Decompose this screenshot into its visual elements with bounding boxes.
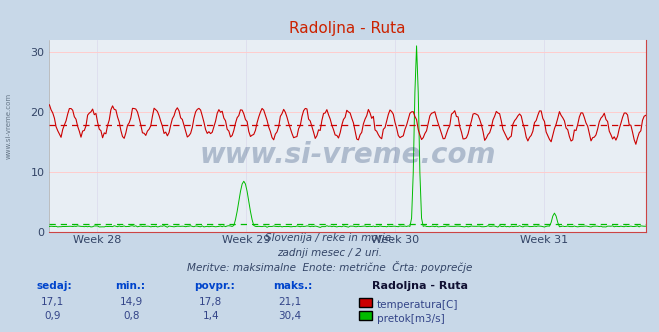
Text: 21,1: 21,1 xyxy=(278,297,302,307)
Text: 17,1: 17,1 xyxy=(41,297,65,307)
Title: Radoljna - Ruta: Radoljna - Ruta xyxy=(289,21,406,36)
Text: temperatura[C]: temperatura[C] xyxy=(377,300,459,310)
Text: Radoljna - Ruta: Radoljna - Ruta xyxy=(372,281,469,291)
Text: www.si-vreme.com: www.si-vreme.com xyxy=(5,93,11,159)
Text: 1,4: 1,4 xyxy=(202,311,219,321)
Text: 0,9: 0,9 xyxy=(44,311,61,321)
Text: Slovenija / reke in morje.: Slovenija / reke in morje. xyxy=(265,233,394,243)
Text: 30,4: 30,4 xyxy=(278,311,302,321)
Text: 0,8: 0,8 xyxy=(123,311,140,321)
Text: pretok[m3/s]: pretok[m3/s] xyxy=(377,314,445,324)
Text: sedaj:: sedaj: xyxy=(36,281,72,291)
Text: www.si-vreme.com: www.si-vreme.com xyxy=(200,141,496,169)
Text: 17,8: 17,8 xyxy=(199,297,223,307)
Text: povpr.:: povpr.: xyxy=(194,281,235,291)
Text: 14,9: 14,9 xyxy=(120,297,144,307)
Text: min.:: min.: xyxy=(115,281,146,291)
Text: Meritve: maksimalne  Enote: metrične  Črta: povprečje: Meritve: maksimalne Enote: metrične Črta… xyxy=(186,261,473,273)
Text: zadnji mesec / 2 uri.: zadnji mesec / 2 uri. xyxy=(277,248,382,258)
Text: maks.:: maks.: xyxy=(273,281,313,291)
